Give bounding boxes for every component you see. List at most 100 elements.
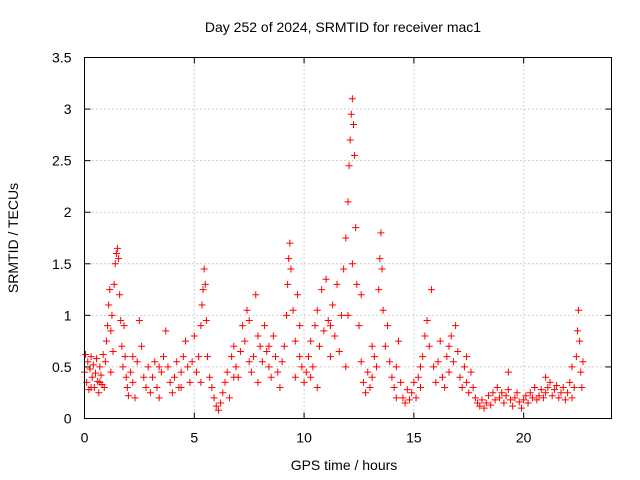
data-point [129,378,137,386]
data-point [117,317,125,325]
data-point [504,386,512,394]
data-point [184,363,192,371]
data-point [559,384,567,392]
data-point [87,384,95,392]
data-point [436,337,444,345]
data-point [124,392,132,400]
data-point [377,229,385,237]
data-point [254,332,262,340]
data-point [144,363,152,371]
data-point [302,368,310,376]
data-point [123,384,131,392]
data-point [155,394,163,402]
data-point [241,337,249,345]
x-tick-label: 10 [296,430,312,446]
data-point [399,394,407,402]
data-point [230,373,238,381]
data-point [347,110,355,118]
data-point [378,265,386,273]
data-point [416,384,424,392]
plot-frame [84,57,612,419]
data-point [542,389,550,397]
data-point [379,306,387,314]
data-point [198,301,206,309]
data-point [376,255,384,263]
data-point [397,378,405,386]
data-point [285,255,293,263]
data-point [346,136,354,144]
data-point [403,386,411,394]
data-point [573,327,581,335]
data-point [528,394,536,402]
data-point [445,342,453,350]
data-point [324,317,332,325]
data-point [164,363,172,371]
data-point [344,198,352,206]
data-point [349,121,357,129]
data-point [318,286,326,294]
data-point [463,378,471,386]
data-point [539,394,547,402]
data-point [430,363,438,371]
data-point [362,389,370,397]
data-point [289,306,297,314]
data-point [219,389,227,397]
data-point [263,347,271,355]
data-point [243,306,251,314]
data-point [390,384,398,392]
data-point [192,368,200,376]
data-point [500,399,508,407]
data-point [357,358,365,366]
data-point [166,378,174,386]
data-point [97,371,105,379]
data-point [261,322,269,330]
data-point [155,363,163,371]
data-point [557,389,565,397]
data-point [153,384,161,392]
data-point [531,384,539,392]
data-point [256,342,264,350]
data-point [304,353,312,361]
data-point [509,402,517,410]
data-point [384,322,392,330]
data-point [197,322,205,330]
data-point [504,368,512,376]
data-point [370,353,378,361]
data-point [276,384,284,392]
data-point [476,402,484,410]
ticks-layer: 0 0.5 1 1.5 2 2.5 3 3.5 0 5 10 15 20 [52,50,612,446]
data-point [274,368,282,376]
chart-title: Day 252 of 2024, SRMTID for receiver mac… [205,19,481,35]
data-point [498,389,506,397]
data-point [326,322,334,330]
data-point [162,327,170,335]
data-point [579,358,587,366]
y-tick-label: 0 [64,411,72,427]
x-tick-label: 5 [190,430,198,446]
data-point [449,358,457,366]
data-point [190,332,198,340]
data-point [245,317,253,325]
data-point [87,353,95,361]
data-point [395,337,403,345]
data-point [577,368,585,376]
data-point [300,378,308,386]
data-point [441,384,449,392]
data-point [326,353,334,361]
data-point [487,401,495,409]
data-point [252,291,260,299]
data-point [447,332,455,340]
data-point [206,373,214,381]
data-point [513,389,521,397]
data-point [353,280,361,288]
data-point [368,342,376,350]
data-point [138,342,146,350]
data-point [129,353,137,361]
data-point [210,394,218,402]
data-point [309,363,317,371]
data-point [254,378,262,386]
data-point [113,244,121,252]
data-point [135,317,143,325]
data-point [348,260,356,268]
y-axis-label: SRMTID / TECUs [5,183,21,293]
